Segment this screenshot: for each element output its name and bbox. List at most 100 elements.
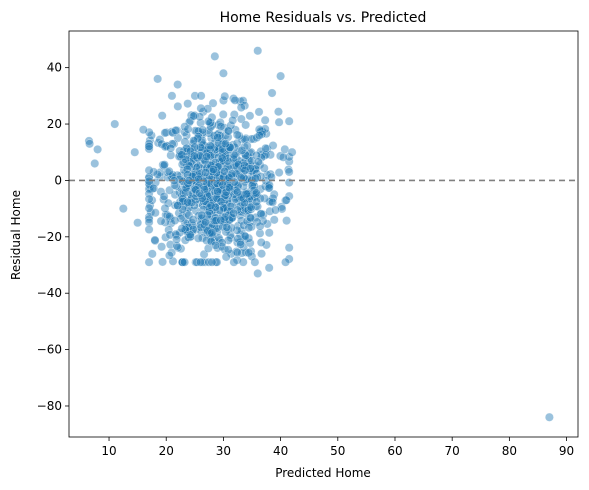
data-point	[224, 183, 234, 193]
data-point	[253, 202, 262, 212]
data-point	[195, 188, 205, 198]
data-point	[182, 147, 191, 156]
data-point	[192, 153, 202, 162]
data-point	[172, 234, 182, 244]
x-tick-label: 80	[502, 444, 517, 458]
data-point	[284, 116, 294, 126]
data-point	[226, 230, 235, 240]
data-point	[196, 91, 206, 101]
data-point	[164, 225, 174, 235]
data-point	[90, 159, 100, 168]
data-point	[244, 248, 254, 258]
data-point	[217, 153, 227, 163]
data-point	[164, 166, 174, 176]
data-point	[253, 269, 263, 278]
data-point	[230, 95, 240, 105]
data-point	[216, 215, 226, 225]
data-point	[203, 116, 213, 126]
y-axis-label: Residual Home	[9, 190, 23, 280]
data-point	[278, 152, 288, 162]
data-point	[284, 254, 294, 264]
data-point	[203, 226, 213, 236]
x-tick-label: 70	[445, 444, 460, 458]
data-point	[251, 173, 260, 183]
data-point	[174, 208, 184, 218]
data-point	[160, 203, 170, 213]
data-point	[197, 136, 207, 146]
data-point	[186, 232, 196, 241]
data-point	[238, 257, 248, 267]
data-point	[252, 197, 261, 207]
data-point	[264, 263, 274, 273]
data-point	[177, 150, 187, 160]
data-point	[188, 215, 198, 224]
data-point	[258, 210, 268, 220]
data-point	[157, 242, 167, 252]
data-point	[180, 225, 190, 235]
data-point	[195, 151, 205, 161]
data-point	[192, 257, 202, 267]
data-point	[168, 256, 178, 266]
y-tick-label: −20	[37, 230, 62, 244]
data-point	[144, 139, 154, 149]
x-axis-ticks: 10 20 30 40 50 60 70 80 90	[101, 437, 574, 458]
data-point	[110, 119, 120, 129]
data-point	[238, 96, 248, 106]
data-point	[261, 143, 270, 153]
data-point	[281, 257, 291, 267]
data-point	[205, 141, 215, 151]
data-point	[85, 139, 95, 149]
data-point	[201, 217, 211, 227]
data-point	[218, 110, 228, 119]
data-point	[149, 183, 159, 193]
data-point	[274, 117, 284, 127]
data-point	[193, 233, 203, 243]
data-point	[202, 236, 212, 245]
data-point	[171, 181, 181, 191]
y-tick-label: 20	[47, 117, 62, 131]
data-point	[269, 215, 279, 225]
data-point	[159, 195, 169, 204]
data-point	[253, 157, 263, 167]
data-point	[246, 213, 255, 223]
data-point	[213, 133, 223, 142]
data-point	[211, 216, 221, 226]
data-point	[211, 202, 220, 212]
data-point	[287, 147, 297, 157]
x-axis-label: Predicted Home	[275, 466, 371, 480]
data-point	[255, 228, 265, 238]
x-tick-label: 20	[159, 444, 174, 458]
data-point	[276, 151, 285, 161]
data-point	[180, 137, 190, 147]
data-point	[262, 219, 272, 229]
data-point	[236, 239, 246, 249]
data-point	[229, 94, 238, 104]
data-point	[156, 187, 166, 197]
data-point	[191, 185, 201, 195]
data-point	[229, 257, 239, 267]
data-point	[168, 128, 178, 138]
data-point	[160, 142, 170, 152]
data-point	[221, 191, 231, 201]
data-point	[188, 224, 198, 234]
data-point	[171, 126, 181, 135]
data-point	[284, 167, 294, 177]
data-point	[84, 136, 94, 146]
data-point	[144, 212, 154, 222]
data-point	[165, 230, 175, 240]
data-point	[183, 99, 193, 109]
data-point	[217, 144, 227, 154]
data-point	[138, 125, 148, 135]
data-point	[253, 46, 263, 56]
data-point	[228, 115, 238, 125]
data-point	[254, 107, 264, 117]
data-point	[226, 121, 236, 130]
x-tick-label: 60	[387, 444, 402, 458]
data-point	[220, 212, 230, 222]
data-point	[268, 197, 278, 207]
data-point	[153, 74, 163, 84]
data-point	[196, 103, 206, 113]
data-point	[258, 216, 268, 226]
data-point	[232, 130, 242, 140]
data-point	[241, 150, 251, 160]
